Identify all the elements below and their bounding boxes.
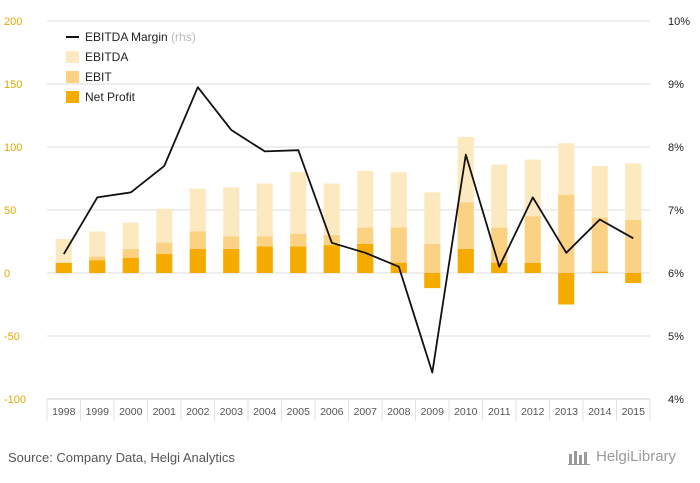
right-axis-tick-label: 10% (668, 16, 690, 28)
x-tick-label: 2015 (622, 406, 646, 418)
x-tick-label: 2003 (220, 406, 244, 418)
x-tick-label: 2010 (454, 406, 478, 418)
bar-net-profit (223, 249, 240, 273)
bar-net-profit (457, 249, 474, 273)
bar-net-profit (89, 260, 106, 273)
legend-label-ebitda-margin: EBITDA Margin (rhs) (85, 30, 196, 44)
bar-net-profit (122, 257, 139, 273)
right-axis-tick-label: 4% (668, 394, 684, 406)
x-tick-label: 1999 (86, 406, 110, 418)
x-tick-label: 2014 (588, 406, 612, 418)
x-tick-label: 2000 (119, 406, 143, 418)
legend-swatch-ebit (66, 71, 79, 83)
bar-ebit (558, 194, 575, 273)
legend-label-ebit: EBIT (85, 70, 112, 84)
x-tick-label: 2007 (354, 406, 378, 418)
bar-net-profit (524, 262, 541, 273)
left-axis-tick-label: -100 (4, 394, 26, 406)
right-axis-tick-label: 7% (668, 205, 684, 217)
x-tick-label: 1998 (52, 406, 76, 418)
left-axis-tick-label: 100 (4, 142, 22, 154)
bar-net-profit (357, 244, 374, 273)
x-tick-label: 2009 (421, 406, 445, 418)
right-axis-tick-label: 5% (668, 331, 684, 343)
bar-net-profit (558, 273, 575, 305)
legend-label-net-profit: Net Profit (85, 90, 136, 104)
bar-ebit (491, 227, 508, 273)
left-axis-tick-label: -50 (4, 331, 20, 343)
x-tick-label: 2008 (387, 406, 411, 418)
axes: -100 -50 0 50 100 150 200 4% 5% 6% 7% 8% 9% 10% 1998 19… (4, 16, 690, 418)
x-tick-label: 2012 (521, 406, 545, 418)
source-note: Source: Company Data, Helgi Analytics (8, 450, 235, 465)
bar-ebit (591, 217, 608, 273)
bar-ebit (524, 216, 541, 273)
brand-logo: HelgiLibrary (568, 448, 676, 465)
library-logo-icon (568, 450, 590, 465)
bars (55, 136, 642, 305)
bar-net-profit (323, 245, 340, 273)
legend-label-ebitda: EBITDA (85, 50, 128, 64)
legend-swatch-ebitda (66, 51, 79, 63)
grid-lines (46, 20, 651, 421)
right-axis-tick-label: 6% (668, 268, 684, 280)
bar-ebit (625, 220, 642, 273)
line-ebitda-margin (63, 86, 634, 374)
left-axis-tick-label: 200 (4, 16, 22, 28)
chart: -100 -50 0 50 100 150 200 4% 5% 6% 7% 8% 9% 10% 1998 19… (4, 16, 690, 421)
right-axis-tick-label: 8% (668, 142, 684, 154)
bar-net-profit (156, 254, 173, 273)
x-tick-label: 2005 (287, 406, 311, 418)
bar-net-profit (491, 262, 508, 273)
margin-line (63, 86, 634, 374)
right-axis-tick-label: 9% (668, 79, 684, 91)
left-axis-tick-label: 150 (4, 79, 22, 91)
bar-net-profit (189, 249, 206, 273)
x-tick-label: 2001 (153, 406, 177, 418)
bar-net-profit (591, 271, 608, 273)
bar-net-profit (256, 246, 273, 273)
legend: EBITDA Margin (rhs) EBITDA EBIT Net Profit (66, 30, 196, 104)
bar-net-profit (55, 262, 72, 273)
left-axis-tick-label: 0 (4, 268, 10, 280)
x-tick-label: 2011 (488, 406, 511, 418)
left-axis-tick-label: 50 (4, 205, 16, 217)
x-tick-label: 2004 (253, 406, 277, 418)
x-tick-label: 2006 (320, 406, 344, 418)
bar-net-profit (424, 273, 441, 289)
bar-ebit (390, 227, 407, 273)
x-tick-label: 2002 (186, 406, 210, 418)
logo-text: HelgiLibrary (596, 448, 677, 465)
x-tick-label: 2013 (555, 406, 579, 418)
bar-net-profit (290, 246, 307, 273)
legend-swatch-net-profit (66, 91, 79, 103)
bar-net-profit (625, 273, 642, 284)
legend-label-suffix: (rhs) (168, 30, 196, 44)
bar-ebit (424, 244, 441, 273)
